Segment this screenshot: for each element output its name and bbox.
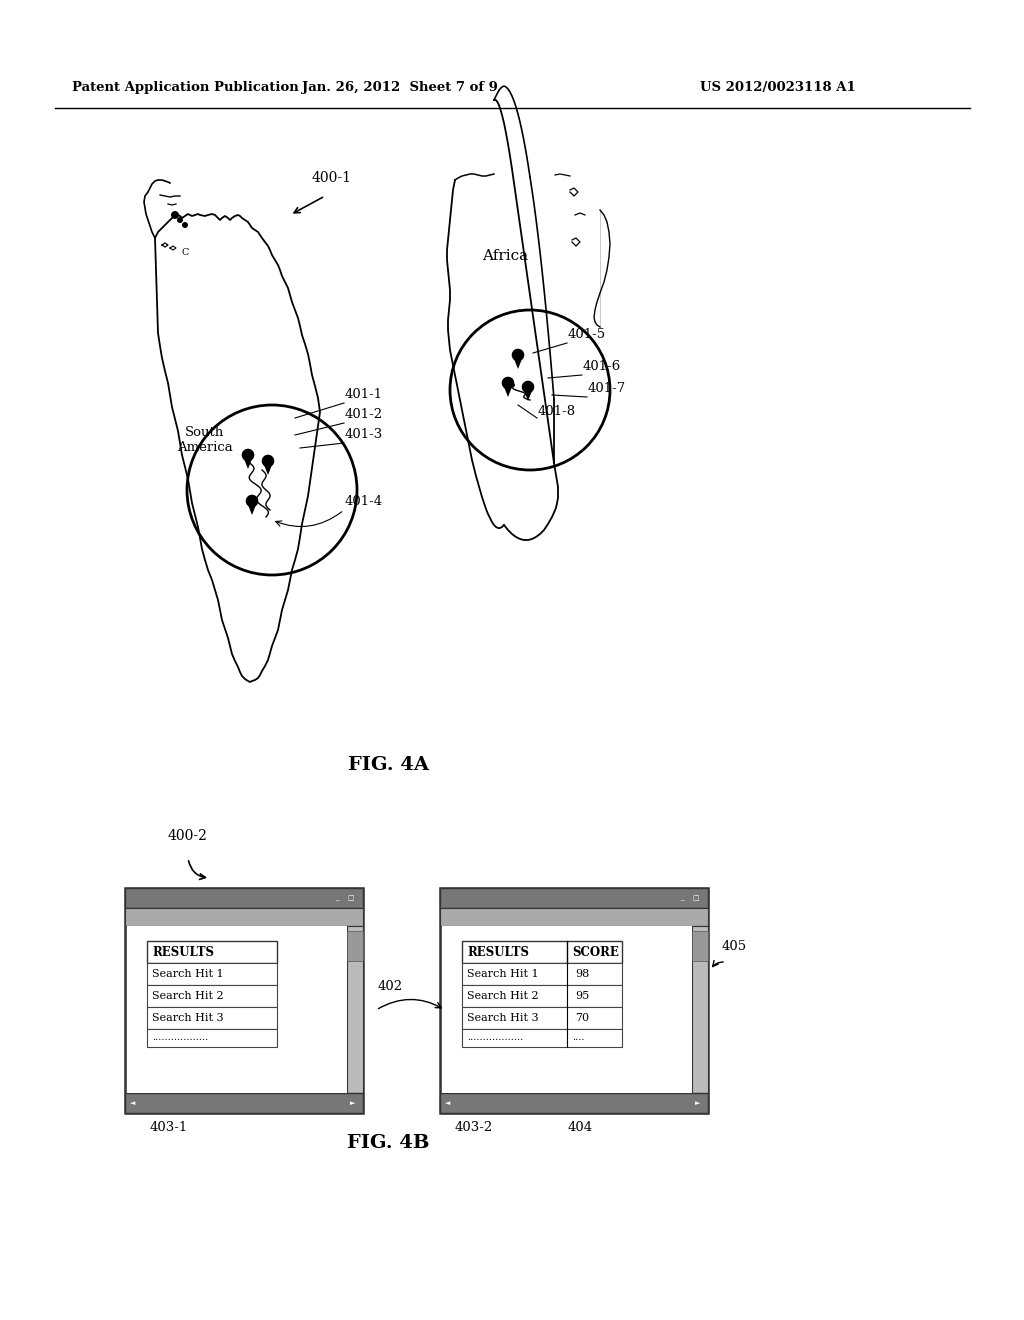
- Text: 401-3: 401-3: [345, 428, 383, 441]
- Text: 70: 70: [575, 1012, 589, 1023]
- Text: Patent Application Publication: Patent Application Publication: [72, 82, 299, 95]
- Text: FIG. 4B: FIG. 4B: [347, 1134, 429, 1152]
- Bar: [147, 985, 278, 1007]
- Polygon shape: [242, 449, 254, 461]
- Bar: [127, 927, 347, 1093]
- Text: ◄: ◄: [130, 1100, 136, 1106]
- Bar: [440, 1093, 708, 1113]
- Text: _: _: [335, 895, 339, 902]
- Polygon shape: [182, 222, 188, 228]
- Bar: [462, 985, 622, 1007]
- Text: SCORE: SCORE: [572, 945, 618, 958]
- Polygon shape: [171, 211, 179, 219]
- Text: ►: ►: [350, 1100, 355, 1106]
- Text: 401-5: 401-5: [568, 327, 606, 341]
- Text: ..................: ..................: [152, 1034, 208, 1043]
- Text: 98: 98: [575, 969, 589, 979]
- Polygon shape: [177, 216, 183, 223]
- Polygon shape: [502, 376, 514, 389]
- Text: 401-6: 401-6: [583, 360, 622, 374]
- Text: 403-1: 403-1: [150, 1121, 188, 1134]
- Text: 405: 405: [722, 940, 748, 953]
- Polygon shape: [512, 348, 524, 362]
- Polygon shape: [521, 380, 535, 393]
- Bar: [440, 888, 708, 908]
- Bar: [125, 888, 362, 908]
- Text: □: □: [348, 895, 354, 902]
- Text: 401-2: 401-2: [345, 408, 383, 421]
- Text: Search Hit 1: Search Hit 1: [467, 969, 539, 979]
- Polygon shape: [246, 495, 258, 507]
- Bar: [692, 927, 708, 1093]
- Text: C: C: [182, 248, 189, 257]
- Text: ..................: ..................: [467, 1034, 523, 1043]
- Bar: [692, 931, 708, 961]
- Bar: [125, 908, 362, 927]
- Text: RESULTS: RESULTS: [467, 945, 529, 958]
- Text: 401-1: 401-1: [345, 388, 383, 401]
- Bar: [462, 1007, 622, 1030]
- Text: _: _: [680, 895, 684, 902]
- Text: □: □: [692, 895, 699, 902]
- Bar: [147, 941, 278, 964]
- Text: Search Hit 2: Search Hit 2: [467, 991, 539, 1001]
- Text: ....: ....: [572, 1034, 585, 1043]
- Polygon shape: [503, 384, 513, 397]
- Polygon shape: [262, 454, 274, 467]
- Polygon shape: [263, 462, 273, 475]
- Bar: [462, 964, 622, 985]
- Polygon shape: [247, 502, 257, 515]
- Text: 402: 402: [378, 979, 403, 993]
- Text: Search Hit 1: Search Hit 1: [152, 969, 223, 979]
- Text: 401-8: 401-8: [538, 405, 577, 418]
- Bar: [462, 941, 622, 964]
- Bar: [347, 931, 362, 961]
- Polygon shape: [513, 356, 523, 370]
- Text: 401-7: 401-7: [588, 381, 627, 395]
- Polygon shape: [523, 388, 534, 401]
- Bar: [125, 888, 362, 1113]
- Bar: [147, 1030, 278, 1047]
- Bar: [147, 964, 278, 985]
- Text: 400-2: 400-2: [168, 829, 208, 843]
- Text: RESULTS: RESULTS: [152, 945, 214, 958]
- Text: FIG. 4A: FIG. 4A: [347, 756, 428, 774]
- Text: Africa: Africa: [482, 249, 528, 263]
- Text: Search Hit 3: Search Hit 3: [152, 1012, 223, 1023]
- Text: South
America: South America: [177, 426, 232, 454]
- Text: ◄: ◄: [445, 1100, 451, 1106]
- Text: 401-4: 401-4: [345, 495, 383, 508]
- Text: ►: ►: [695, 1100, 700, 1106]
- Text: Search Hit 3: Search Hit 3: [467, 1012, 539, 1023]
- Bar: [440, 908, 708, 927]
- Text: 95: 95: [575, 991, 589, 1001]
- Polygon shape: [243, 457, 253, 469]
- Bar: [442, 927, 692, 1093]
- Text: Jan. 26, 2012  Sheet 7 of 9: Jan. 26, 2012 Sheet 7 of 9: [302, 82, 498, 95]
- Text: 403-2: 403-2: [455, 1121, 494, 1134]
- Bar: [440, 888, 708, 1113]
- Bar: [347, 927, 362, 1093]
- Text: US 2012/0023118 A1: US 2012/0023118 A1: [700, 82, 856, 95]
- Text: 400-1: 400-1: [312, 172, 352, 185]
- Text: 404: 404: [568, 1121, 593, 1134]
- Bar: [125, 1093, 362, 1113]
- Bar: [147, 1007, 278, 1030]
- Text: Search Hit 2: Search Hit 2: [152, 991, 223, 1001]
- Bar: [462, 1030, 622, 1047]
